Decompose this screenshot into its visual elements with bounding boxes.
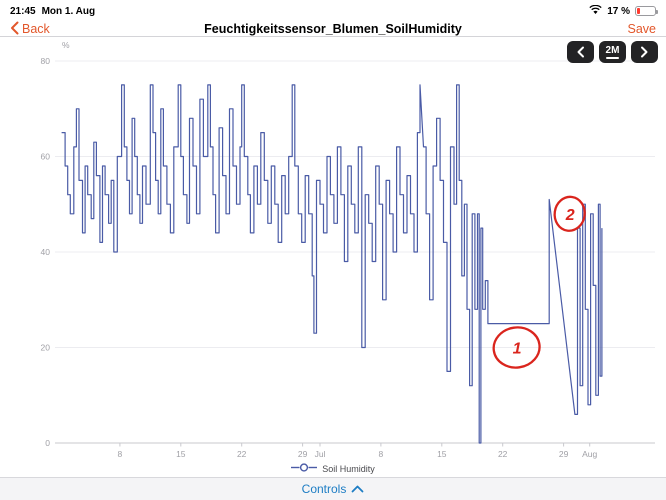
- y-tick-label: 80: [41, 56, 51, 66]
- save-button[interactable]: Save: [627, 22, 657, 36]
- chart-area: 0 20 40 60 80% 8 15 22 29 Jul 8 15 22 29 Aug 1 2 2M Soil…: [0, 37, 666, 477]
- annotation-number: 1: [513, 341, 522, 358]
- annotation-circle: [492, 326, 541, 369]
- x-tick-label: 15: [176, 449, 186, 459]
- x-tick-label: 8: [379, 449, 384, 459]
- range-label: 2M: [605, 45, 620, 57]
- chevron-left-icon: [577, 46, 584, 58]
- annotation-number: 2: [565, 207, 575, 224]
- x-tick-label: 29: [559, 449, 569, 459]
- x-tick-label: 29: [298, 449, 308, 459]
- handwritten-annotation-2: 2: [553, 195, 586, 232]
- page-title: Feuchtigkeitssensor_Blumen_SoilHumidity: [204, 22, 462, 36]
- y-tick-label: 60: [41, 152, 51, 162]
- status-bar: 21:45 Mon 1. Aug 17 %: [0, 0, 666, 22]
- legend-label: Soil Humidity: [322, 463, 375, 474]
- x-tick-label: Aug: [582, 449, 597, 459]
- y-tick-label: 0: [45, 438, 50, 448]
- y-axis-unit-label: %: [62, 40, 70, 50]
- wifi-icon: [589, 4, 602, 18]
- prev-range-button[interactable]: [567, 41, 594, 63]
- range-toolbar: 2M: [567, 41, 658, 63]
- range-selected-underline: [606, 57, 619, 59]
- x-tick-label: 8: [118, 449, 123, 459]
- y-tick-label: 40: [41, 247, 51, 257]
- soil-humidity-line: [61, 84, 603, 444]
- back-button[interactable]: Back: [10, 21, 50, 38]
- back-label: Back: [22, 22, 50, 36]
- x-tick-label: 22: [237, 449, 247, 459]
- chart-legend[interactable]: Soil Humidity: [0, 463, 666, 474]
- next-range-button[interactable]: [631, 41, 658, 63]
- x-tick-label: 15: [437, 449, 447, 459]
- annotation-circle: [553, 195, 586, 232]
- clock: 21:45: [10, 5, 36, 17]
- nav-bar: Back Feuchtigkeitssensor_Blumen_SoilHumi…: [0, 21, 666, 38]
- soil-humidity-chart: 0 20 40 60 80% 8 15 22 29 Jul 8 15 22 29 Aug 1 2: [41, 40, 655, 459]
- x-tick-label: 22: [498, 449, 508, 459]
- chevron-left-icon: [10, 21, 19, 38]
- chevron-right-icon: [641, 46, 648, 58]
- battery-percent: 17 %: [607, 5, 630, 17]
- battery-icon: [635, 6, 658, 16]
- controls-toggle[interactable]: Controls: [0, 477, 666, 500]
- y-tick-label: 20: [41, 343, 51, 353]
- range-selector-button[interactable]: 2M: [599, 41, 626, 63]
- x-tick-label: Jul: [315, 449, 326, 459]
- handwritten-annotation-1: 1: [492, 326, 541, 369]
- chevron-up-icon: [351, 482, 364, 496]
- status-date: Mon 1. Aug: [41, 5, 96, 17]
- controls-label: Controls: [301, 482, 347, 496]
- legend-marker-icon: [291, 463, 318, 474]
